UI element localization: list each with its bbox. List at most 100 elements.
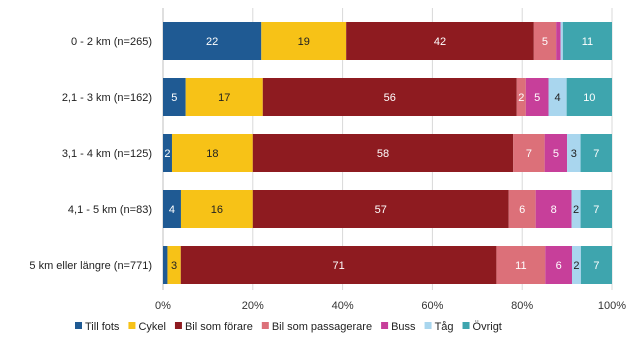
bar-segment-bil-som-forare: [346, 22, 534, 60]
data-label: 6: [556, 260, 562, 272]
category-label: 0 - 2 km (n=265): [71, 36, 152, 48]
bars: 22 19 42 5 115 17 56 2 5 4 102 18 58 7 5 3 74 16 57 6 8 2 73 71…: [163, 22, 612, 284]
bar-segment-bil-som-forare: [252, 134, 514, 172]
data-label: 17: [218, 92, 230, 104]
bar-segment-till-fots: [163, 78, 186, 116]
bar-segment-till-fots: [163, 190, 181, 228]
data-label: 8: [551, 204, 557, 216]
legend-swatch: [381, 322, 389, 329]
legend-item-bil-som-passagerare: Bil som passagerare: [261, 321, 372, 333]
bar-segment-cykel: [171, 134, 253, 172]
bar-segment-ovrigt: [562, 22, 612, 60]
category-labels: 0 - 2 km (n=265) 2,1 - 3 km (n=162) 3,1 - …: [29, 36, 152, 272]
bar-segment-bil-som-passagerare: [516, 78, 526, 116]
bar-segment-bil-som-passagerare: [508, 190, 536, 228]
legend-item-ovrigt: Övrigt: [462, 321, 502, 333]
data-label: 6: [519, 204, 525, 216]
legend-item-bil-som-forare: Bil som förare: [174, 321, 253, 333]
legend-label: Buss: [391, 321, 416, 333]
data-label: 5: [553, 148, 559, 160]
bar-segment-buss: [545, 246, 572, 284]
data-label: 18: [206, 148, 218, 160]
data-label: 3: [571, 148, 577, 160]
category-label: 2,1 - 3 km (n=162): [62, 92, 152, 104]
legend-swatch: [128, 322, 136, 329]
data-label: 19: [298, 36, 310, 48]
bar-segment-ovrigt: [580, 190, 612, 228]
data-label: 4: [555, 92, 561, 104]
bar-segment-bil-som-forare: [180, 246, 497, 284]
legend-label: Bil som förare: [185, 321, 253, 333]
category-label: 3,1 - 4 km (n=125): [62, 148, 152, 160]
bar-segment-tag: [548, 78, 567, 116]
data-label: 22: [206, 36, 218, 48]
data-label: 5: [171, 92, 177, 104]
x-axis-ticks: 0% 20% 40% 60% 80% 100%: [155, 300, 626, 312]
data-label: 11: [582, 36, 593, 48]
data-label: 7: [593, 204, 599, 216]
legend-label: Tåg: [435, 321, 454, 333]
data-label: 42: [434, 36, 446, 48]
x-tick-label: 60%: [421, 300, 443, 312]
bar-segment-buss: [525, 78, 549, 116]
bar-segment-bil-som-passagerare: [496, 246, 546, 284]
data-label: 7: [593, 148, 599, 160]
data-label: 7: [526, 148, 532, 160]
data-label: 56: [384, 92, 396, 104]
bar-segment-till-fots: [163, 246, 168, 284]
data-label: 11: [515, 260, 526, 272]
bar-segment-cykel: [185, 78, 263, 116]
bar-segment-till-fots: [163, 22, 262, 60]
legend-label: Bil som passagerare: [272, 321, 372, 333]
bar-segment-tag: [567, 134, 581, 172]
bar-segment-ovrigt: [566, 78, 612, 116]
x-tick-label: 80%: [511, 300, 533, 312]
legend-item-cykel: Cykel: [128, 321, 166, 333]
legend-label: Till fots: [85, 321, 120, 333]
bar-segment-tag: [571, 246, 581, 284]
data-label: 7: [593, 260, 599, 272]
data-label: 16: [211, 204, 223, 216]
data-label: 5: [534, 92, 540, 104]
data-label: 2: [573, 260, 579, 272]
bar-segment-till-fots: [163, 134, 172, 172]
bar-segment-buss: [556, 22, 561, 60]
bar-segment-cykel: [167, 246, 181, 284]
data-label: 4: [169, 204, 175, 216]
data-label: 10: [583, 92, 595, 104]
legend-swatch: [75, 322, 82, 329]
bar-segment-buss: [535, 190, 572, 228]
data-label: 3: [171, 260, 177, 272]
data-label: 2: [518, 92, 524, 104]
legend-item-buss: Buss: [381, 321, 416, 333]
bar-segment-bil-som-passagerare: [533, 22, 557, 60]
bar-segment-bil-som-forare: [262, 78, 517, 116]
bar-segment-tag: [560, 22, 563, 60]
bar-segment-ovrigt: [580, 246, 612, 284]
data-label: 5: [542, 36, 548, 48]
legend: Till fots Cykel Bil som förare Bil som pass…: [75, 321, 502, 333]
category-label: 5 km eller längre (n=771): [29, 260, 152, 272]
legend-swatch: [261, 322, 269, 329]
bar-segment-bil-som-passagerare: [513, 134, 545, 172]
bar-segment-ovrigt: [580, 134, 612, 172]
bar-segment-cykel: [261, 22, 347, 60]
legend-item-tag: Tåg: [424, 321, 454, 333]
legend-swatch: [462, 322, 470, 329]
legend-label: Övrigt: [473, 321, 502, 333]
bar-segment-tag: [571, 190, 581, 228]
legend-label: Cykel: [138, 321, 166, 333]
x-tick-label: 20%: [242, 300, 264, 312]
x-tick-label: 40%: [332, 300, 354, 312]
legend-swatch: [174, 322, 182, 329]
bar-segment-bil-som-forare: [252, 190, 509, 228]
bar-segment-cykel: [180, 190, 253, 228]
x-tick-label: 0%: [155, 300, 171, 312]
legend-item-till-fots: Till fots: [75, 321, 120, 333]
data-label: 58: [377, 148, 389, 160]
bar-segment-buss: [544, 134, 568, 172]
category-label: 4,1 - 5 km (n=83): [68, 204, 152, 216]
data-label: 2: [573, 204, 579, 216]
data-label: 57: [375, 204, 387, 216]
data-label: 71: [332, 260, 344, 272]
